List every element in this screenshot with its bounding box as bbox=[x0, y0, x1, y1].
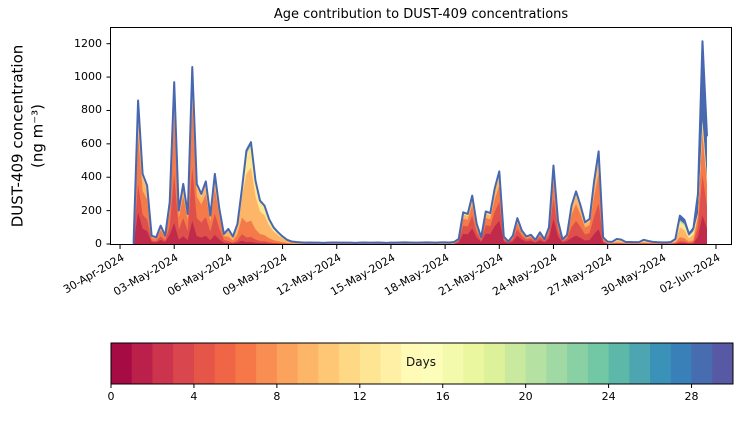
colorbar-segment bbox=[380, 343, 402, 384]
colorbar-segment bbox=[318, 343, 340, 384]
colorbar-tick-label: 16 bbox=[435, 390, 450, 403]
colorbar-segment bbox=[339, 343, 361, 384]
colorbar-segment bbox=[629, 343, 651, 384]
colorbar-segment bbox=[484, 343, 506, 384]
colorbar-tick-label: 20 bbox=[518, 390, 533, 403]
colorbar-tick-label: 12 bbox=[352, 390, 367, 403]
axes-spines bbox=[110, 27, 732, 245]
y-axis-label-line1: DUST-409 concentration bbox=[8, 44, 27, 228]
colorbar-segment bbox=[525, 343, 547, 384]
colorbar-segment bbox=[504, 343, 527, 384]
age-band-0-2-days bbox=[133, 212, 707, 244]
y-tick-label: 1200 bbox=[74, 36, 102, 50]
colorbar-segment bbox=[297, 343, 319, 384]
y-tick-label: 400 bbox=[81, 170, 102, 184]
colorbar-segment bbox=[152, 343, 174, 384]
colorbar-outline bbox=[110, 342, 734, 385]
colorbar-segment bbox=[173, 343, 195, 384]
colorbar-segment bbox=[608, 343, 630, 384]
colorbar-segment bbox=[359, 343, 382, 384]
colorbar-segment bbox=[235, 343, 257, 384]
colorbar-segment bbox=[463, 343, 485, 384]
colorbar-segment bbox=[670, 343, 693, 384]
colorbar-label: Days bbox=[406, 355, 436, 369]
colorbar-tick-label: 8 bbox=[273, 390, 281, 403]
y-tick-label: 600 bbox=[81, 136, 102, 150]
y-tick-label: 0 bbox=[95, 237, 102, 250]
colorbar-segment bbox=[214, 343, 236, 384]
colorbar-tick-label: 0 bbox=[107, 390, 115, 403]
plot-area bbox=[106, 27, 732, 249]
chart-title: Age contribution to DUST-409 concentrati… bbox=[273, 7, 569, 22]
colorbar-segment bbox=[193, 343, 216, 384]
colorbar-tick-label: 4 bbox=[190, 390, 198, 403]
y-tick-label: 200 bbox=[81, 203, 102, 217]
colorbar-segment bbox=[276, 343, 299, 384]
colorbar-segment bbox=[111, 343, 133, 384]
y-tick-label: 1000 bbox=[74, 70, 102, 84]
age-band-4-6-days bbox=[133, 104, 707, 244]
y-tick-label: 800 bbox=[81, 103, 102, 117]
colorbar-tick-label: 24 bbox=[601, 390, 616, 403]
colorbar-tick-label: 28 bbox=[684, 390, 699, 403]
colorbar-segment bbox=[256, 343, 278, 384]
colorbar-segment bbox=[401, 343, 423, 384]
colorbar-segment bbox=[422, 343, 444, 384]
colorbar bbox=[110, 342, 734, 388]
colorbar-segment bbox=[567, 343, 589, 384]
colorbar-segment bbox=[131, 343, 153, 384]
colorbar-segment bbox=[650, 343, 672, 384]
colorbar-segment bbox=[712, 343, 734, 384]
colorbar-segment bbox=[546, 343, 568, 384]
colorbar-segment bbox=[691, 343, 713, 384]
colorbar-segment bbox=[587, 343, 610, 384]
total-line bbox=[132, 40, 708, 244]
colorbar-segment bbox=[442, 343, 464, 384]
